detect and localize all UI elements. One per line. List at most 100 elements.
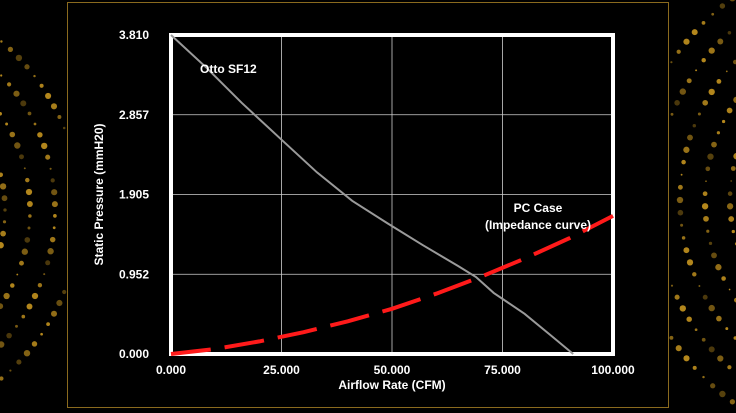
decorative-dot [681, 159, 686, 165]
decorative-dot [676, 196, 684, 204]
decorative-dot [50, 103, 58, 110]
decorative-dot [705, 180, 707, 183]
decorative-dot [9, 369, 12, 372]
decorative-dot [24, 64, 30, 70]
decorative-dot [51, 201, 58, 208]
decorative-dot [708, 88, 715, 96]
x-tick-label: 0.000 [156, 363, 186, 377]
decorative-dot [676, 49, 681, 54]
decorative-dot [702, 99, 709, 106]
decorative-dot [730, 180, 733, 182]
decorative-dot [701, 21, 706, 25]
decorative-dot [24, 237, 31, 243]
decorative-dot [680, 223, 684, 227]
decorative-dot [19, 154, 24, 160]
decorative-dot [37, 132, 43, 138]
decorative-dot [692, 272, 697, 277]
y-tick-label: 0.000 [119, 347, 149, 361]
decorative-dot [0, 112, 2, 116]
decorative-dot [698, 285, 701, 287]
decorative-dot [708, 47, 715, 54]
decorative-dot [702, 191, 708, 197]
decorative-dot [733, 59, 736, 65]
decorative-dot [0, 40, 3, 43]
decorative-dot [730, 166, 736, 171]
decorative-dot [45, 92, 52, 99]
x-tick-label: 50.000 [374, 363, 411, 377]
plot-border [169, 33, 615, 356]
decorative-dot [0, 341, 5, 348]
decorative-dot [56, 299, 63, 307]
x-tick-label: 100.000 [591, 363, 635, 377]
decorative-dot [0, 183, 7, 190]
decorative-dot [52, 226, 56, 230]
y-tick-label: 3.810 [119, 28, 149, 42]
decorative-dot [694, 328, 698, 332]
decorative-dot [702, 294, 708, 300]
decorative-dot [711, 141, 717, 148]
decorative-dot [719, 390, 726, 398]
decorative-dot [728, 288, 731, 291]
decorative-dot [51, 189, 58, 196]
decorative-dot [39, 83, 44, 88]
decorative-dot [25, 177, 30, 183]
decorative-dot [2, 220, 7, 224]
decorative-dot [683, 355, 690, 362]
decorative-dot [31, 292, 39, 300]
decorative-dot [731, 229, 735, 234]
decorative-dot [9, 131, 16, 138]
decorative-dot [683, 146, 690, 153]
decorative-dot [62, 289, 67, 295]
decorative-dot [28, 214, 32, 218]
decorative-dot [719, 3, 726, 9]
decorative-dot [21, 314, 26, 319]
series-line-pc-case [170, 214, 614, 356]
decorative-dot [683, 247, 690, 254]
decorative-dot [711, 252, 717, 259]
decorative-dot [701, 203, 709, 210]
decorative-dot [23, 167, 26, 170]
decorative-dot [3, 292, 10, 300]
decorative-dot [16, 273, 19, 276]
decorative-dot [0, 242, 4, 249]
decorative-dot [715, 264, 722, 271]
decorative-dot [0, 74, 3, 77]
decorative-dot [37, 283, 43, 288]
decorative-dot [674, 100, 680, 106]
decorative-dot [50, 310, 58, 317]
decorative-dot [3, 208, 7, 212]
decorative-dot [15, 324, 18, 328]
x-tick-labels: 0.000 25.000 50.000 75.000 100.000 [156, 363, 635, 377]
decorative-dot [708, 241, 713, 246]
series-layer [170, 34, 614, 356]
decorative-dot [33, 122, 37, 126]
decorative-dot [670, 284, 674, 287]
decorative-dot [26, 201, 33, 207]
decorative-dot [721, 119, 726, 124]
decorative-dot [21, 248, 28, 255]
decorative-dot [1, 195, 8, 202]
decorative-dot [5, 122, 9, 126]
decorative-dot [675, 345, 682, 352]
decorative-dot [31, 341, 38, 347]
decorative-dot [45, 154, 51, 160]
decorative-dot [711, 12, 715, 16]
y-tick-label: 1.905 [119, 188, 149, 202]
x-tick-label: 75.000 [484, 363, 521, 377]
decorative-dot [727, 191, 733, 196]
decorative-dot [7, 46, 14, 53]
decorative-dot [686, 316, 692, 322]
decorative-dot [6, 332, 12, 339]
decorative-dot [677, 209, 684, 216]
decorative-dot [0, 376, 4, 381]
decorative-dot [40, 332, 43, 336]
decorative-dot [686, 78, 692, 84]
decorative-dot [49, 167, 52, 170]
decorative-dot [50, 178, 55, 183]
decorative-dot [19, 260, 24, 266]
decorative-dot [706, 229, 710, 233]
decorative-dot [15, 54, 23, 62]
decorative-dot [708, 304, 715, 312]
